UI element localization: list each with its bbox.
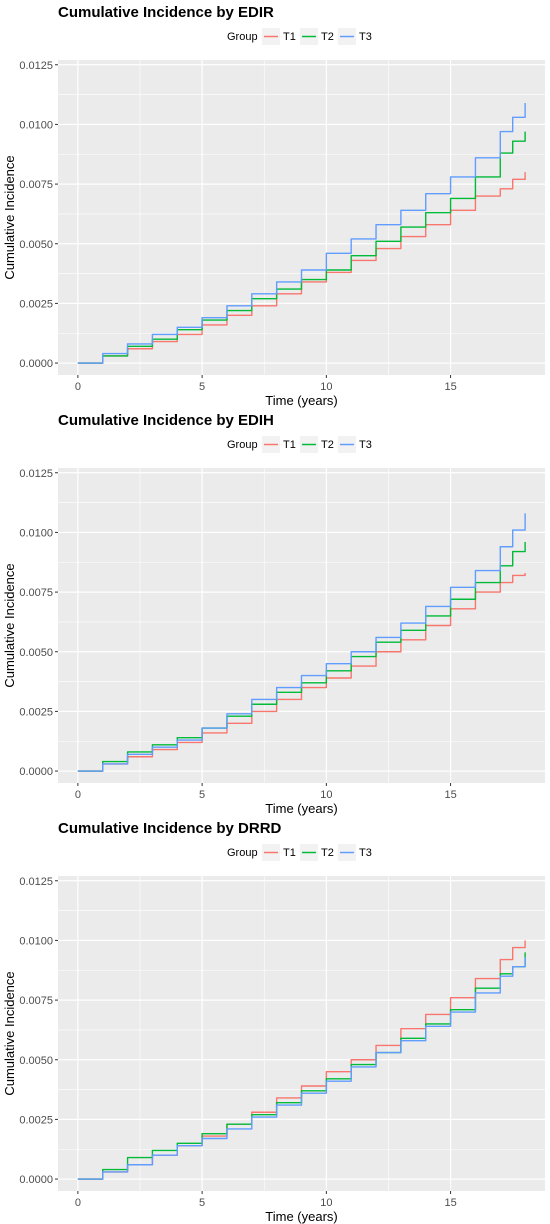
x-tick-label: 0 <box>75 789 81 801</box>
chart-title: Cumulative Incidence by DRRD <box>58 820 282 837</box>
x-tick-label: 5 <box>199 1197 205 1209</box>
y-tick-label: 0.0050 <box>19 239 53 251</box>
plot-panel <box>58 468 545 783</box>
chart-panel-edir: Cumulative Incidence by EDIR Group T1 T2 T3 0… <box>0 0 550 408</box>
legend-title: Group <box>227 439 258 451</box>
x-tick-label: 5 <box>199 789 205 801</box>
chart-panel-drrd: Cumulative Incidence by DRRD Group T1 T2 T3 0… <box>0 816 550 1224</box>
legend-label-t1: T1 <box>283 847 296 859</box>
y-tick-label: 0.0100 <box>19 935 53 947</box>
x-tick-label: 0 <box>75 381 81 393</box>
x-tick-label: 10 <box>320 789 332 801</box>
y-tick-label: 0.0100 <box>19 527 53 539</box>
legend: Group T1 T2 T3 <box>227 844 372 861</box>
legend-title: Group <box>227 847 258 859</box>
x-tick-label: 15 <box>444 381 456 393</box>
legend-label-t3: T3 <box>359 847 372 859</box>
legend-label-t1: T1 <box>283 31 296 43</box>
x-axis-label: Time (years) <box>265 801 337 816</box>
series-line-t2 <box>77 131 526 364</box>
y-axis-label: Cumulative Incidence <box>2 155 17 279</box>
y-tick-label: 0.0125 <box>19 60 53 72</box>
y-tick-label: 0.0125 <box>19 468 53 480</box>
x-tick-label: 15 <box>444 1197 456 1209</box>
legend-label-t2: T2 <box>321 31 334 43</box>
x-tick-label: 15 <box>444 789 456 801</box>
gridlines <box>58 468 545 783</box>
plot-panel <box>58 60 545 375</box>
chart-title: Cumulative Incidence by EDIH <box>58 412 274 429</box>
y-tick-label: 0.0050 <box>19 1055 53 1067</box>
y-tick-label: 0.0025 <box>19 298 53 310</box>
y-tick-label: 0.0050 <box>19 647 53 659</box>
y-tick-label: 0.0075 <box>19 587 53 599</box>
series-line-t3 <box>77 513 526 772</box>
y-tick-label: 0.0075 <box>19 995 53 1007</box>
y-tick-label: 0.0000 <box>19 766 53 778</box>
chart-panel-edih: Cumulative Incidence by EDIH Group T1 T2 T3 0… <box>0 408 550 816</box>
legend: Group T1 T2 T3 <box>227 28 372 45</box>
y-tick-label: 0.0025 <box>19 1114 53 1126</box>
chart-title: Cumulative Incidence by EDIR <box>58 4 274 21</box>
y-axis-label: Cumulative Incidence <box>2 971 17 1095</box>
x-tick-label: 10 <box>320 381 332 393</box>
y-tick-label: 0.0000 <box>19 358 53 370</box>
plot-panel <box>58 876 545 1191</box>
y-tick-label: 0.0075 <box>19 179 53 191</box>
chart-svg: Cumulative Incidence by DRRD Group T1 T2 T3 0… <box>2 820 545 1224</box>
x-tick-label: 5 <box>199 381 205 393</box>
x-axis-label: Time (years) <box>265 1209 337 1224</box>
legend: Group T1 T2 T3 <box>227 436 372 453</box>
y-tick-label: 0.0125 <box>19 876 53 888</box>
legend-label-t2: T2 <box>321 439 334 451</box>
y-axis-label: Cumulative Incidence <box>2 563 17 687</box>
series-line-t1 <box>77 172 526 364</box>
series-line-t3 <box>77 957 526 1180</box>
x-tick-label: 0 <box>75 1197 81 1209</box>
gridlines <box>58 60 545 375</box>
legend-label-t1: T1 <box>283 439 296 451</box>
series-line-t3 <box>77 102 526 364</box>
legend-label-t2: T2 <box>321 847 334 859</box>
legend-label-t3: T3 <box>359 439 372 451</box>
chart-svg: Cumulative Incidence by EDIH Group T1 T2 T3 0… <box>2 412 545 816</box>
chart-svg: Cumulative Incidence by EDIR Group T1 T2 T3 0… <box>2 4 545 408</box>
y-tick-label: 0.0025 <box>19 706 53 718</box>
y-tick-label: 0.0000 <box>19 1174 53 1186</box>
legend-label-t3: T3 <box>359 31 372 43</box>
x-axis-label: Time (years) <box>265 393 337 408</box>
x-tick-label: 10 <box>320 1197 332 1209</box>
legend-title: Group <box>227 31 258 43</box>
y-tick-label: 0.0100 <box>19 119 53 131</box>
series-line-t2 <box>77 541 526 772</box>
